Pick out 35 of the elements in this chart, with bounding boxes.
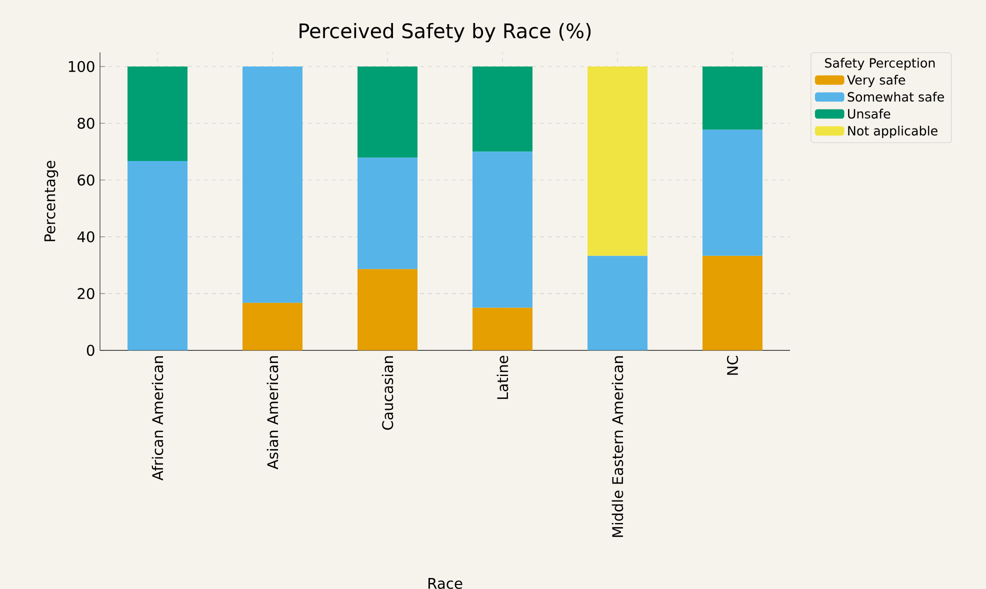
y-tick-label: 20 bbox=[78, 288, 94, 300]
x-tick-label: Latine bbox=[496, 356, 508, 399]
bar bbox=[128, 66, 188, 162]
y-tick-label: 60 bbox=[78, 174, 94, 186]
bar bbox=[242, 66, 303, 303]
legend-title: Safety Perception bbox=[825, 58, 935, 70]
chart-title: Perceived Safety by Race (%) bbox=[300, 22, 591, 42]
y-tick-label: 100 bbox=[68, 60, 94, 72]
bar bbox=[702, 66, 762, 130]
y-tick-label: 0 bbox=[86, 344, 94, 356]
legend-label: Unsafe bbox=[848, 108, 890, 119]
x-axis-title: Race bbox=[428, 578, 462, 589]
bar bbox=[358, 269, 418, 350]
legend-label: Very safe bbox=[847, 74, 906, 88]
bar bbox=[472, 152, 532, 308]
bar bbox=[358, 66, 418, 158]
bar bbox=[242, 302, 303, 350]
x-tick-label: NC bbox=[726, 356, 738, 375]
y-tick-label: 80 bbox=[78, 118, 94, 129]
x-tick-label: Asian American bbox=[266, 356, 278, 470]
x-tick-label: Caucasian bbox=[382, 356, 394, 430]
y-axis-title: Percentage bbox=[44, 160, 58, 242]
legend-label: Somewhat safe bbox=[848, 92, 944, 102]
bar bbox=[702, 130, 762, 256]
bar bbox=[587, 66, 648, 256]
bar bbox=[358, 158, 418, 270]
bar bbox=[128, 161, 188, 350]
x-tick-label: Middle Eastern American bbox=[612, 356, 624, 537]
bar bbox=[702, 256, 762, 350]
bar bbox=[587, 256, 648, 350]
bar bbox=[472, 308, 532, 350]
x-tick-label: African American bbox=[152, 356, 164, 481]
y-tick-label: 40 bbox=[77, 231, 94, 242]
bar bbox=[472, 66, 532, 152]
legend-label: Not applicable bbox=[848, 126, 938, 138]
